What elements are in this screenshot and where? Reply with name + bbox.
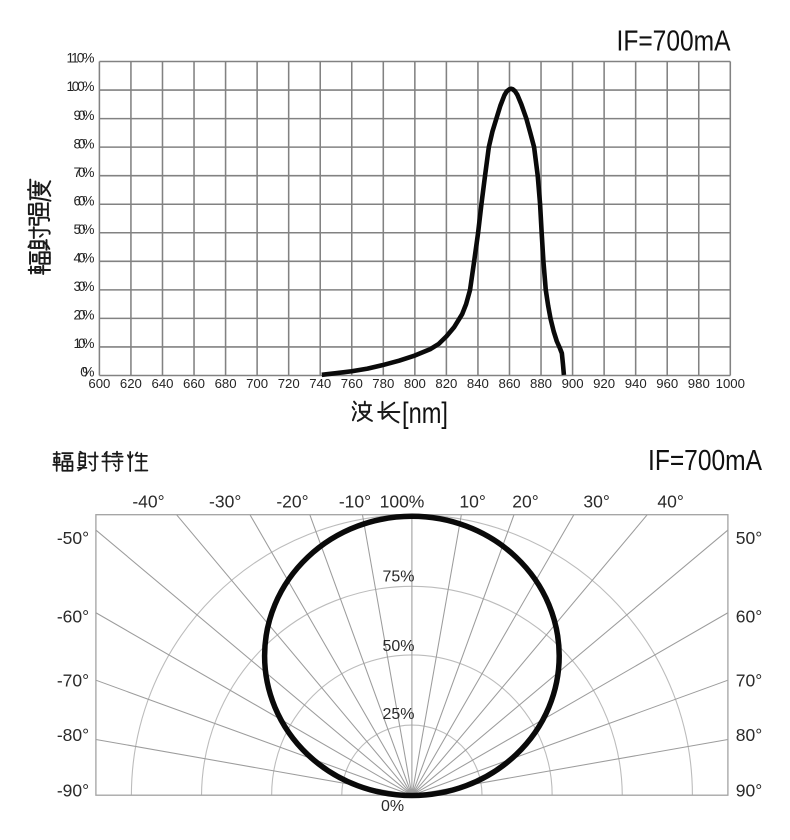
svg-text:660: 660 bbox=[183, 376, 205, 391]
svg-text:600: 600 bbox=[88, 376, 110, 391]
svg-text:50%: 50% bbox=[382, 638, 414, 655]
svg-text:110%: 110% bbox=[67, 51, 95, 66]
svg-text:60%: 60% bbox=[74, 193, 95, 208]
svg-text:780: 780 bbox=[372, 376, 394, 391]
svg-text:IF=700mA: IF=700mA bbox=[648, 445, 763, 477]
svg-text:90%: 90% bbox=[74, 108, 95, 123]
svg-text:30%: 30% bbox=[74, 279, 95, 294]
svg-text:25%: 25% bbox=[382, 706, 414, 723]
svg-text:60°: 60° bbox=[736, 606, 762, 626]
svg-text:920: 920 bbox=[593, 376, 615, 391]
svg-text:-30°: -30° bbox=[209, 492, 241, 512]
svg-text:-20°: -20° bbox=[276, 492, 308, 512]
svg-text:800: 800 bbox=[404, 376, 426, 391]
svg-text:860: 860 bbox=[498, 376, 520, 391]
svg-text:940: 940 bbox=[625, 376, 647, 391]
svg-text:1000: 1000 bbox=[716, 376, 745, 391]
svg-text:900: 900 bbox=[562, 376, 584, 391]
svg-text:80%: 80% bbox=[74, 136, 95, 151]
svg-text:100%: 100% bbox=[380, 492, 425, 512]
svg-text:80°: 80° bbox=[736, 725, 762, 745]
svg-text:70%: 70% bbox=[74, 165, 95, 180]
svg-text:30°: 30° bbox=[583, 492, 609, 512]
svg-text:100%: 100% bbox=[67, 79, 95, 94]
svg-text:680: 680 bbox=[215, 376, 237, 391]
svg-text:75%: 75% bbox=[382, 569, 414, 586]
svg-text:960: 960 bbox=[656, 376, 678, 391]
svg-text:-90°: -90° bbox=[57, 781, 89, 801]
svg-text:700: 700 bbox=[246, 376, 268, 391]
svg-text:10°: 10° bbox=[459, 492, 485, 512]
svg-text:640: 640 bbox=[151, 376, 173, 391]
svg-text:720: 720 bbox=[278, 376, 300, 391]
svg-text:50°: 50° bbox=[736, 528, 762, 548]
svg-text:820: 820 bbox=[435, 376, 457, 391]
svg-text:20%: 20% bbox=[74, 308, 95, 323]
svg-text:[nm]: [nm] bbox=[402, 397, 448, 430]
svg-text:880: 880 bbox=[530, 376, 552, 391]
svg-text:620: 620 bbox=[120, 376, 142, 391]
svg-text:0%: 0% bbox=[381, 798, 404, 815]
svg-text:840: 840 bbox=[467, 376, 489, 391]
svg-text:-10°: -10° bbox=[339, 492, 371, 512]
svg-text:40%: 40% bbox=[74, 251, 95, 266]
svg-text:10%: 10% bbox=[74, 336, 95, 351]
svg-text:980: 980 bbox=[688, 376, 710, 391]
svg-text:-50°: -50° bbox=[57, 528, 89, 548]
svg-text:50%: 50% bbox=[74, 222, 95, 237]
svg-text:-70°: -70° bbox=[57, 671, 89, 691]
svg-text:IF=700mA: IF=700mA bbox=[617, 26, 732, 58]
svg-text:740: 740 bbox=[309, 376, 331, 391]
svg-text:40°: 40° bbox=[657, 492, 683, 512]
svg-text:0%: 0% bbox=[80, 365, 94, 380]
svg-text:-40°: -40° bbox=[132, 492, 164, 512]
svg-text:90°: 90° bbox=[736, 781, 762, 801]
svg-text:20°: 20° bbox=[512, 492, 538, 512]
svg-text:70°: 70° bbox=[736, 671, 762, 691]
svg-text:-80°: -80° bbox=[57, 725, 89, 745]
svg-text:-60°: -60° bbox=[57, 606, 89, 626]
svg-text:760: 760 bbox=[341, 376, 363, 391]
